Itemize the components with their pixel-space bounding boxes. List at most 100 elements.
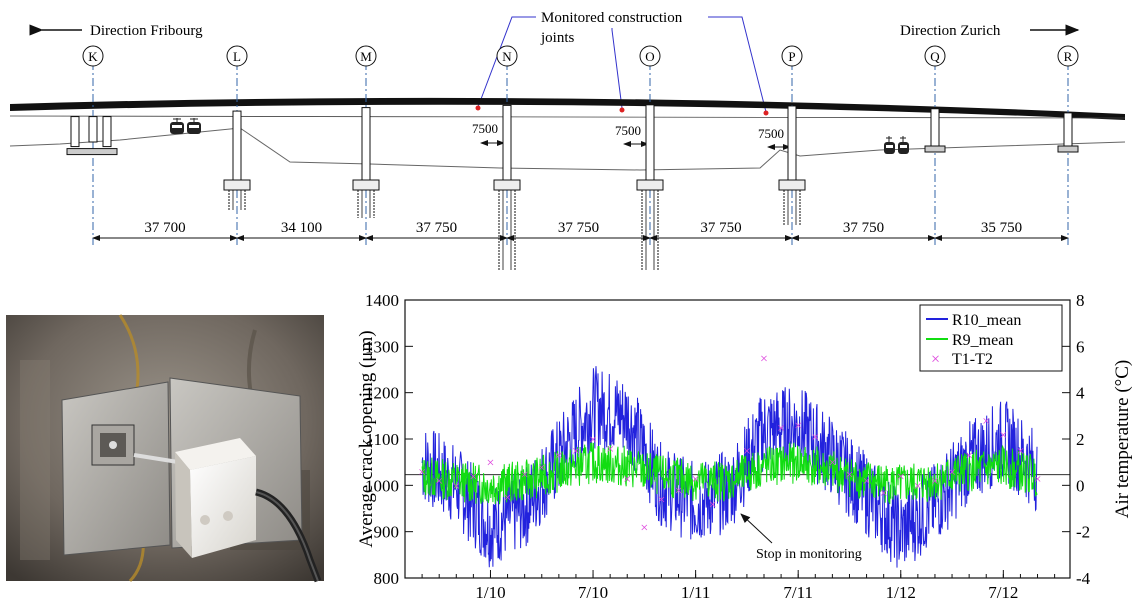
span-dimension-label: 37 750 <box>558 220 599 236</box>
span-dimension-label: 37 700 <box>144 220 185 236</box>
joint-offset-label: 7500 <box>615 123 641 138</box>
series-t1t2-point: × <box>743 445 751 460</box>
span-dimension-label: 35 750 <box>981 220 1022 236</box>
pier-column <box>361 107 371 181</box>
pier-footing <box>493 179 521 191</box>
series-t1t2-point: × <box>572 445 580 460</box>
piers-group: K L M N O P Q R <box>66 45 1079 270</box>
span-dimension-label: 34 100 <box>281 220 322 236</box>
pier-label: N <box>502 49 512 64</box>
legend-label-t: T1-T2 <box>952 351 993 368</box>
series-t1t2-point: × <box>469 470 477 485</box>
y-tick-label: 1400 <box>365 291 399 310</box>
pier-column <box>70 116 80 148</box>
pier-footing <box>636 179 664 191</box>
series-t1t2-point: × <box>948 465 956 480</box>
pier-column <box>787 105 797 181</box>
x-tick-label: 1/11 <box>681 583 711 602</box>
bridge-elevation: Direction Fribourg Direction Zurich Moni… <box>9 10 1126 270</box>
pier-label: Q <box>930 49 940 64</box>
y-tick-label: 1200 <box>365 384 399 403</box>
joint-marker <box>475 105 481 111</box>
annotation-arrow <box>740 513 773 544</box>
series-t1t2-point: × <box>606 442 614 457</box>
series-t1t2-point: × <box>777 421 785 436</box>
pier-marker <box>496 45 518 67</box>
series-t1t2-point: × <box>982 414 990 429</box>
y2-tick-label: 4 <box>1076 384 1085 403</box>
y2-tick-label: 2 <box>1076 430 1085 449</box>
series-t1t2-point: × <box>914 479 922 494</box>
series-t1t2-point: × <box>1016 445 1024 460</box>
series-t1t2-point: × <box>880 486 888 501</box>
series-t1t2-point: × <box>760 352 768 367</box>
y2-axis-title: Air temperature (°C) <box>1112 360 1133 518</box>
series-t1t2-point: × <box>623 472 631 487</box>
series-t1t2-point: × <box>555 449 563 464</box>
train-icon-right <box>884 136 909 154</box>
y-tick-label: 1000 <box>365 476 399 495</box>
chart-ticks: 800 900 1000 1100 1200 1300 1400 -4 -2 0 2 4 6 8 1/10 7… <box>365 291 1091 602</box>
series-t1t2-point: × <box>828 456 836 471</box>
pier-label: O <box>645 49 654 64</box>
pier-footing <box>778 179 806 191</box>
series-t1t2-point: × <box>589 433 597 448</box>
y-tick-label: 800 <box>374 569 400 588</box>
series-t1t2-point: × <box>965 449 973 464</box>
series-t1t2-point: × <box>657 493 665 508</box>
pier-label: P <box>788 49 795 64</box>
chart-annotation: Stop in monitoring <box>756 547 862 562</box>
y2-tick-label: -4 <box>1076 569 1091 588</box>
legend-label-r10: R10_mean <box>952 312 1021 329</box>
chart-marks: × × × × × × × × × × × × × × × × × × × × × × × × × × × × × × × × × × × × <box>418 352 1041 568</box>
series-t1t2-point: × <box>418 465 426 480</box>
pier-column <box>232 110 242 181</box>
series-t1t2-point: × <box>521 468 529 483</box>
y2-tick-label: 0 <box>1076 476 1085 495</box>
deck-underside <box>9 115 1126 119</box>
y-tick-label: 1300 <box>365 337 399 356</box>
series-t1t2-point: × <box>863 475 871 490</box>
span-dimension-label: 37 750 <box>416 220 457 236</box>
span-dimension-label: 37 750 <box>700 220 741 236</box>
series-t1t2-point: × <box>640 521 648 536</box>
callout-line-1: Monitored construction <box>541 10 683 26</box>
pier-label: R <box>1064 49 1073 64</box>
joint-marker <box>763 110 769 116</box>
sensor-photo <box>6 314 324 583</box>
legend-swatch-t: × <box>931 351 940 368</box>
callout-leader-left <box>477 16 536 108</box>
series-t1t2-point: × <box>811 431 819 446</box>
pier-footing <box>1057 145 1079 153</box>
y-axis-title: Average crack opening (μm) <box>356 330 377 547</box>
series-t1t2-point: × <box>999 428 1007 443</box>
pier-column <box>88 116 98 143</box>
x-tick-label: 7/12 <box>988 583 1018 602</box>
series-t1t2-point: × <box>692 472 700 487</box>
x-tick-label: 7/10 <box>578 583 608 602</box>
span-dimensions: 37 700 34 100 37 750 37 750 37 750 37 750 35 7… <box>92 220 1069 241</box>
pier-column <box>102 116 112 148</box>
series-t1t2-point: × <box>538 461 546 476</box>
y2-tick-label: 8 <box>1076 291 1085 310</box>
direction-right-label: Direction Zurich <box>900 23 1001 39</box>
joint-offset-label: 7500 <box>472 121 498 136</box>
pier-column <box>502 104 512 181</box>
series-t1t2-point: × <box>452 479 460 494</box>
x-tick-label: 7/11 <box>783 583 813 602</box>
span-dimension-label: 37 750 <box>843 220 884 236</box>
series-t1t2-point: × <box>709 498 717 513</box>
y2-tick-label: -2 <box>1076 523 1090 542</box>
y-tick-label: 1100 <box>366 430 399 449</box>
series-t1t2-point: × <box>435 475 443 490</box>
pier-footing <box>352 179 380 191</box>
pier-footing <box>66 148 118 156</box>
callout-line-2: joints <box>540 30 575 46</box>
series-t1t2-point: × <box>794 419 802 434</box>
joint-marker <box>619 107 625 113</box>
ground-profile <box>9 127 1126 171</box>
pier-label: M <box>360 49 372 64</box>
joint-offset-label: 7500 <box>758 126 784 141</box>
series-t1t2-point: × <box>504 491 512 506</box>
series-r9-line <box>421 442 1038 505</box>
